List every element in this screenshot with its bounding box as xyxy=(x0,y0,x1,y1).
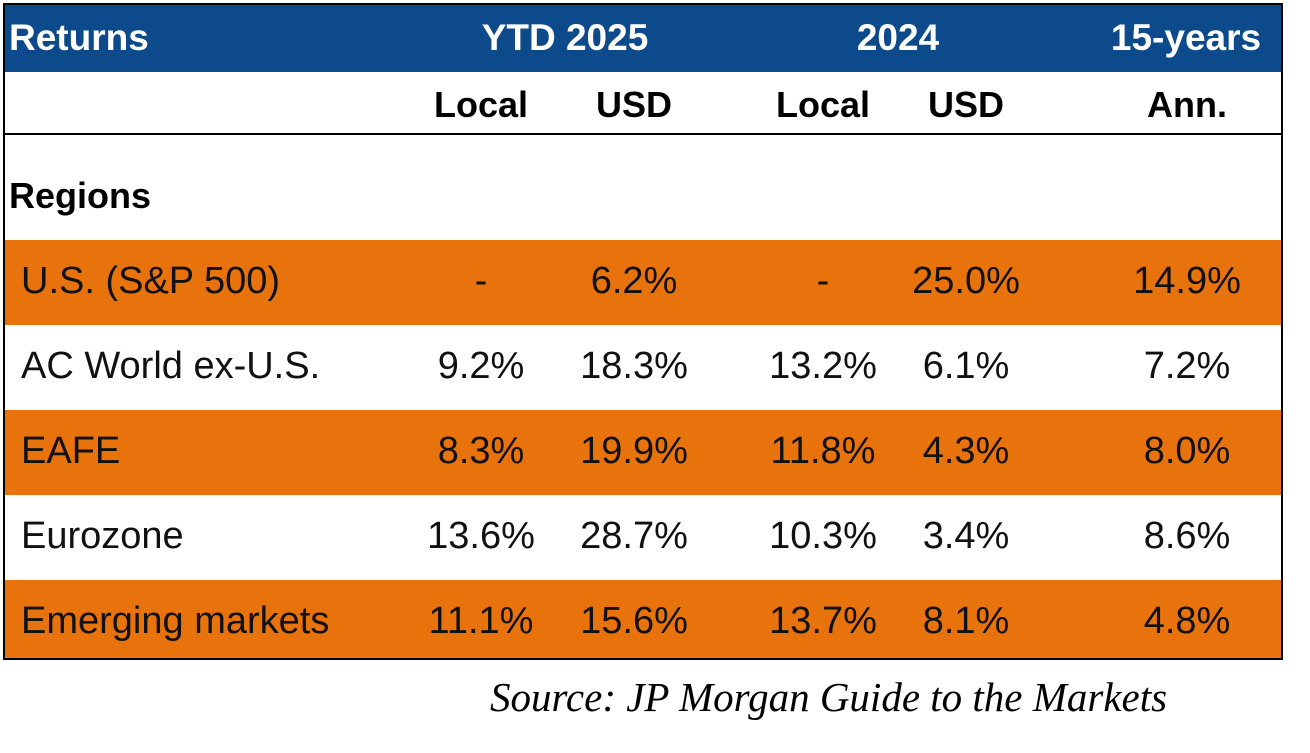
row-label: Emerging markets xyxy=(21,600,330,642)
column-group-15-years: 15-years xyxy=(1110,17,1262,58)
cell-ytd-usd: 15.6% xyxy=(580,600,688,642)
cell-2024-usd: 8.1% xyxy=(922,600,1010,642)
table-row: Emerging markets 11.1% 15.6% 13.7% 8.1% 4.8% xyxy=(5,580,1281,658)
cell-2024-local: 13.2% xyxy=(769,345,877,387)
cell-2024-usd: 4.3% xyxy=(922,430,1010,472)
cell-ytd-local: 9.2% xyxy=(437,345,525,387)
cell-2024-local: 10.3% xyxy=(769,515,877,557)
cell-2024-usd: 3.4% xyxy=(922,515,1010,557)
cell-15-years-ann: 7.2% xyxy=(1143,345,1231,387)
source-note: Source: JP Morgan Guide to the Markets xyxy=(490,674,1168,720)
row-label: EAFE xyxy=(21,430,121,472)
row-label: Eurozone xyxy=(21,515,184,557)
column-group-ytd-2025: YTD 2025 xyxy=(481,17,649,58)
cell-ytd-local: 13.6% xyxy=(427,515,535,557)
cell-2024-local: 11.8% xyxy=(770,430,876,472)
cell-15-years-ann: 8.0% xyxy=(1143,430,1231,472)
cell-ytd-usd: 28.7% xyxy=(580,515,688,557)
cell-15-years-ann: 8.6% xyxy=(1143,515,1231,557)
row-label: U.S. (S&P 500) xyxy=(21,260,281,302)
table-row: AC World ex-U.S. 9.2% 18.3% 13.2% 6.1% 7.2% xyxy=(5,325,1281,410)
cell-ytd-local: 8.3% xyxy=(437,430,525,472)
table-row: EAFE 8.3% 19.9% 11.8% 4.3% 8.0% xyxy=(5,410,1281,495)
table-title: Returns xyxy=(9,17,149,58)
cell-2024-usd: 25.0% xyxy=(912,260,1020,302)
cell-ytd-usd: 19.9% xyxy=(580,430,688,472)
cell-15-years-ann: 14.9% xyxy=(1133,260,1241,302)
table-row: Eurozone 13.6% 28.7% 10.3% 3.4% 8.6% xyxy=(5,495,1281,580)
subheader-2024-local: Local xyxy=(775,84,871,125)
cell-2024-usd: 6.1% xyxy=(922,345,1010,387)
cell-ytd-local: 11.1% xyxy=(428,600,534,642)
subheader-ytd-usd: USD xyxy=(595,84,673,125)
cell-15-years-ann: 4.8% xyxy=(1143,600,1231,642)
subheader-15-years-ann: Ann. xyxy=(1147,84,1227,125)
cell-2024-local: 13.7% xyxy=(769,600,877,642)
table-header-row: Returns YTD 2025 2024 15-years xyxy=(5,5,1281,72)
cell-ytd-usd: 6.2% xyxy=(590,260,678,302)
subheader-ytd-local: Local xyxy=(433,84,529,125)
cell-ytd-local: - xyxy=(474,260,488,302)
returns-table: Returns YTD 2025 2024 15-years Local USD… xyxy=(3,3,1283,660)
row-label: AC World ex-U.S. xyxy=(21,345,321,387)
column-group-2024: 2024 xyxy=(856,17,940,58)
section-label: Regions xyxy=(9,175,152,216)
section-row-regions: Regions xyxy=(5,135,1281,240)
cell-2024-local: - xyxy=(816,260,830,302)
subheader-2024-usd: USD xyxy=(927,84,1005,125)
cell-ytd-usd: 18.3% xyxy=(580,345,688,387)
table-row: U.S. (S&P 500) - 6.2% - 25.0% 14.9% xyxy=(5,240,1281,325)
table-subheader-row: Local USD Local USD Ann. xyxy=(5,72,1281,135)
